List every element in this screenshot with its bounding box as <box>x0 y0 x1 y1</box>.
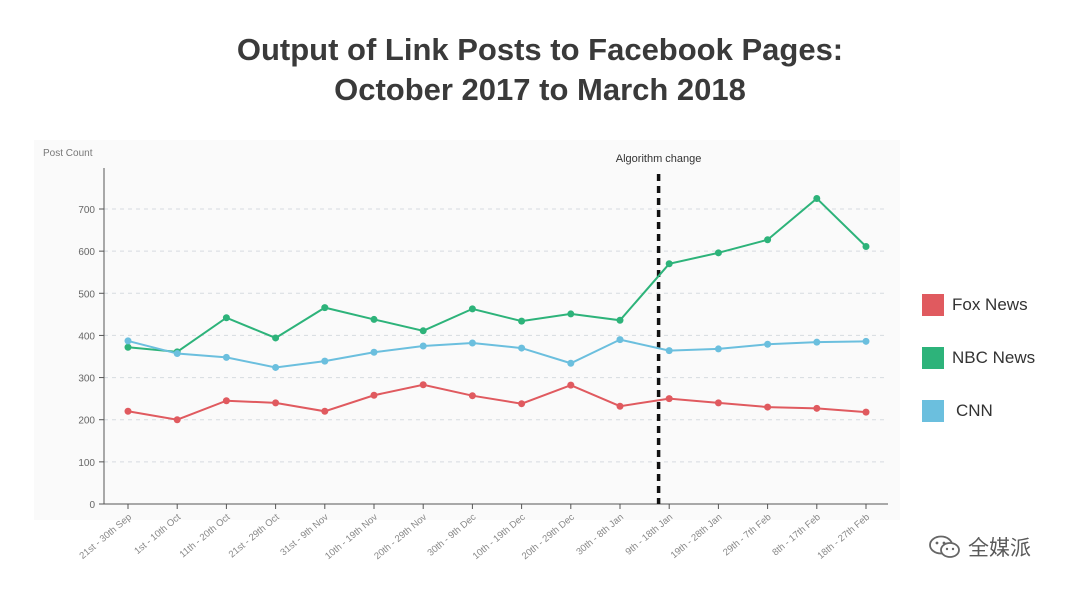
data-point-cnn <box>468 339 476 347</box>
data-point-cnn <box>665 347 673 355</box>
plot-background <box>34 140 900 520</box>
y-tick-label: 300 <box>78 374 95 385</box>
legend: Fox News NBC News CNN <box>922 292 1035 451</box>
data-point-fox-news <box>419 381 427 389</box>
data-point-fox-news <box>862 408 870 416</box>
data-point-nbc-news <box>419 327 427 335</box>
watermark: 全媒派 <box>928 532 1031 562</box>
data-point-nbc-news <box>468 305 476 313</box>
data-point-fox-news <box>173 416 181 424</box>
legend-swatch <box>922 294 944 316</box>
y-tick-label: 0 <box>89 500 95 511</box>
legend-item-nbc-news: NBC News <box>922 345 1035 371</box>
legend-label: Fox News <box>952 295 1028 314</box>
data-point-fox-news <box>813 404 821 412</box>
data-point-nbc-news <box>616 316 624 324</box>
data-point-fox-news <box>616 402 624 410</box>
data-point-nbc-news <box>665 260 673 268</box>
y-tick-label: 500 <box>78 289 95 300</box>
data-point-nbc-news <box>567 310 575 318</box>
data-point-nbc-news <box>714 249 722 257</box>
data-point-cnn <box>173 350 181 358</box>
data-point-cnn <box>272 363 280 371</box>
data-point-fox-news <box>518 400 526 408</box>
data-point-nbc-news <box>370 315 378 323</box>
data-point-cnn <box>813 338 821 346</box>
y-tick-label: 700 <box>78 205 95 216</box>
data-point-fox-news <box>222 397 230 405</box>
data-point-fox-news <box>567 381 575 389</box>
chart-title-line-2: October 2017 to March 2018 <box>334 72 746 107</box>
data-point-nbc-news <box>321 304 329 312</box>
data-point-cnn <box>419 342 427 350</box>
data-point-nbc-news <box>272 334 280 342</box>
legend-swatch <box>922 400 944 422</box>
data-point-cnn <box>714 345 722 353</box>
y-axis-label: Post Count <box>43 148 93 159</box>
data-point-fox-news <box>714 399 722 407</box>
data-point-nbc-news <box>124 343 132 351</box>
y-tick-label: 600 <box>78 247 95 258</box>
data-point-nbc-news <box>518 317 526 325</box>
data-point-nbc-news <box>862 243 870 251</box>
data-point-fox-news <box>468 392 476 400</box>
data-point-fox-news <box>665 395 673 403</box>
data-point-nbc-news <box>813 194 821 202</box>
watermark-text: 全媒派 <box>968 536 1031 560</box>
data-point-cnn <box>124 337 132 345</box>
data-point-cnn <box>518 344 526 352</box>
data-point-cnn <box>222 353 230 361</box>
series-line-fox-news <box>127 383 867 421</box>
y-tick-label: 200 <box>78 416 95 427</box>
legend-item-cnn: CNN <box>922 398 1035 424</box>
data-point-cnn <box>370 348 378 356</box>
data-point-fox-news <box>370 391 378 399</box>
data-point-fox-news <box>764 403 772 411</box>
series-line-nbc-news <box>127 197 867 353</box>
data-point-nbc-news <box>764 236 772 244</box>
data-point-fox-news <box>272 399 280 407</box>
y-tick-label: 400 <box>78 331 95 342</box>
legend-label: NBC News <box>952 348 1036 367</box>
chart-title: Output of Link Posts to Facebook Pages: … <box>0 30 1080 110</box>
data-point-cnn <box>567 359 575 367</box>
algorithm-change-label: Algorithm change <box>616 153 702 165</box>
data-point-cnn <box>862 337 870 345</box>
legend-item-fox-news: Fox News <box>922 292 1035 318</box>
data-point-nbc-news <box>222 314 230 322</box>
legend-swatch <box>922 347 944 369</box>
data-point-cnn <box>321 357 329 365</box>
data-point-fox-news <box>124 407 132 415</box>
wechat-icon <box>929 535 960 558</box>
data-point-fox-news <box>321 407 329 415</box>
data-point-cnn <box>764 340 772 348</box>
chart-title-line-1: Output of Link Posts to Facebook Pages: <box>236 32 844 67</box>
series-line-cnn <box>127 338 867 369</box>
legend-label: CNN <box>956 401 993 420</box>
y-tick-label: 100 <box>78 458 95 469</box>
data-point-cnn <box>616 336 624 344</box>
